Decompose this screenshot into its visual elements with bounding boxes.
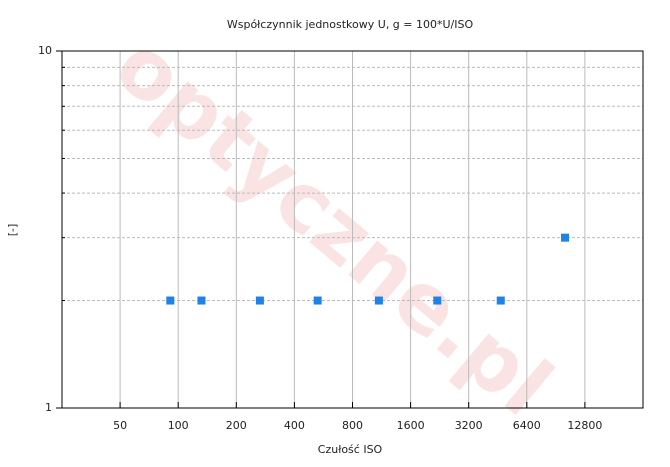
- y-tick-label: 1: [45, 401, 52, 414]
- point: [313, 296, 322, 305]
- point: [255, 296, 264, 305]
- x-tick-label: 100: [168, 419, 189, 432]
- watermark: optyczne.pl: [97, 17, 569, 434]
- x-tick-label: 50: [113, 419, 127, 432]
- point: [166, 296, 175, 305]
- x-axis-label: Czułość ISO: [318, 443, 383, 456]
- chart-title: Współczynnik jednostkowy U, g = 100*U/IS…: [227, 18, 474, 31]
- y-axis-label: [-]: [6, 224, 19, 237]
- x-tick-label: 400: [284, 419, 305, 432]
- x-tick-label: 200: [226, 419, 247, 432]
- point: [561, 233, 570, 242]
- x-tick-label: 6400: [513, 419, 541, 432]
- point: [374, 296, 383, 305]
- x-tick-label: 1600: [397, 419, 425, 432]
- point: [433, 296, 442, 305]
- x-tick-label: 3200: [455, 419, 483, 432]
- x-tick-label: 800: [342, 419, 363, 432]
- plot-frame: [61, 50, 644, 409]
- y-tick-label: 10: [38, 44, 52, 57]
- point: [496, 296, 505, 305]
- point: [197, 296, 206, 305]
- x-tick-label: 12800: [567, 419, 602, 432]
